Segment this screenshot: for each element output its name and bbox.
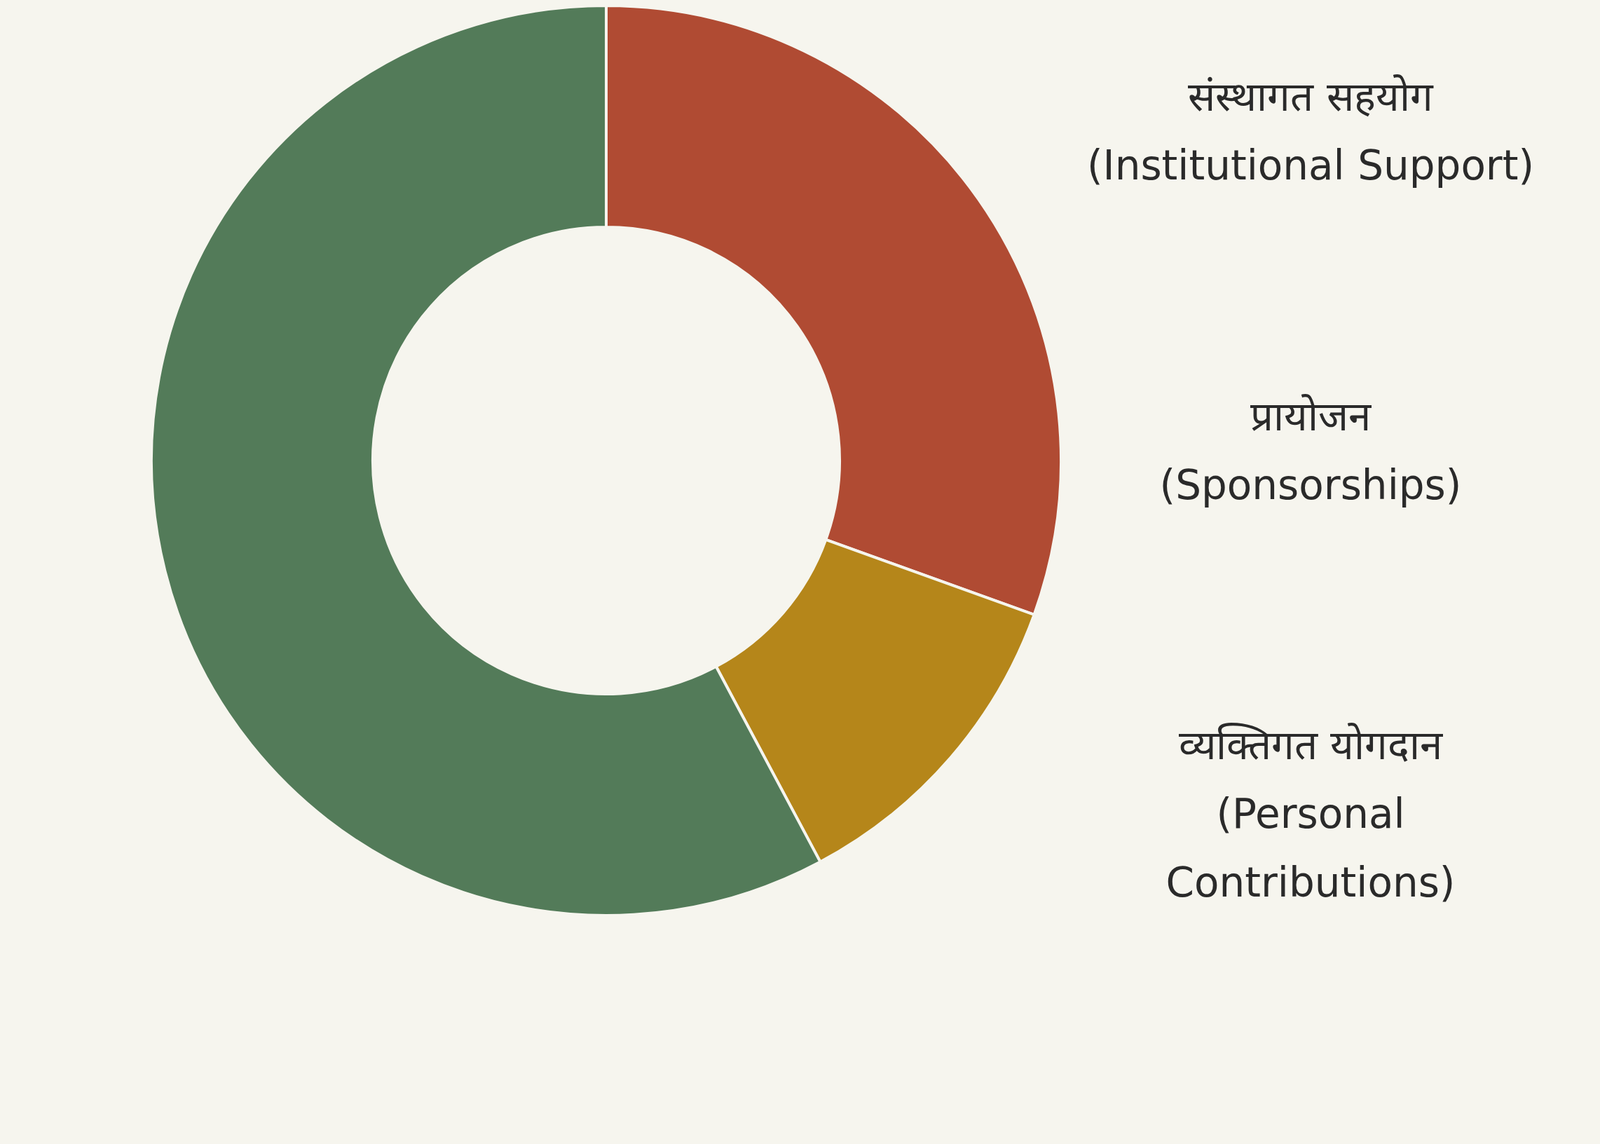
slice bbox=[151, 5, 820, 916]
category-label: प्रायोजन(Sponsorships) bbox=[1159, 392, 1462, 509]
slices bbox=[151, 5, 1062, 916]
labels: संस्थागत सहयोग(Institutional Support) प्र… bbox=[1086, 72, 1535, 907]
slice bbox=[606, 5, 1062, 615]
chart: संस्थागत सहयोग(Institutional Support) प्र… bbox=[0, 0, 1600, 1144]
category-label: संस्थागत सहयोग(Institutional Support) bbox=[1086, 72, 1535, 190]
category-label: व्यक्तिगत योगदान(PersonalContributions) bbox=[1166, 721, 1456, 907]
